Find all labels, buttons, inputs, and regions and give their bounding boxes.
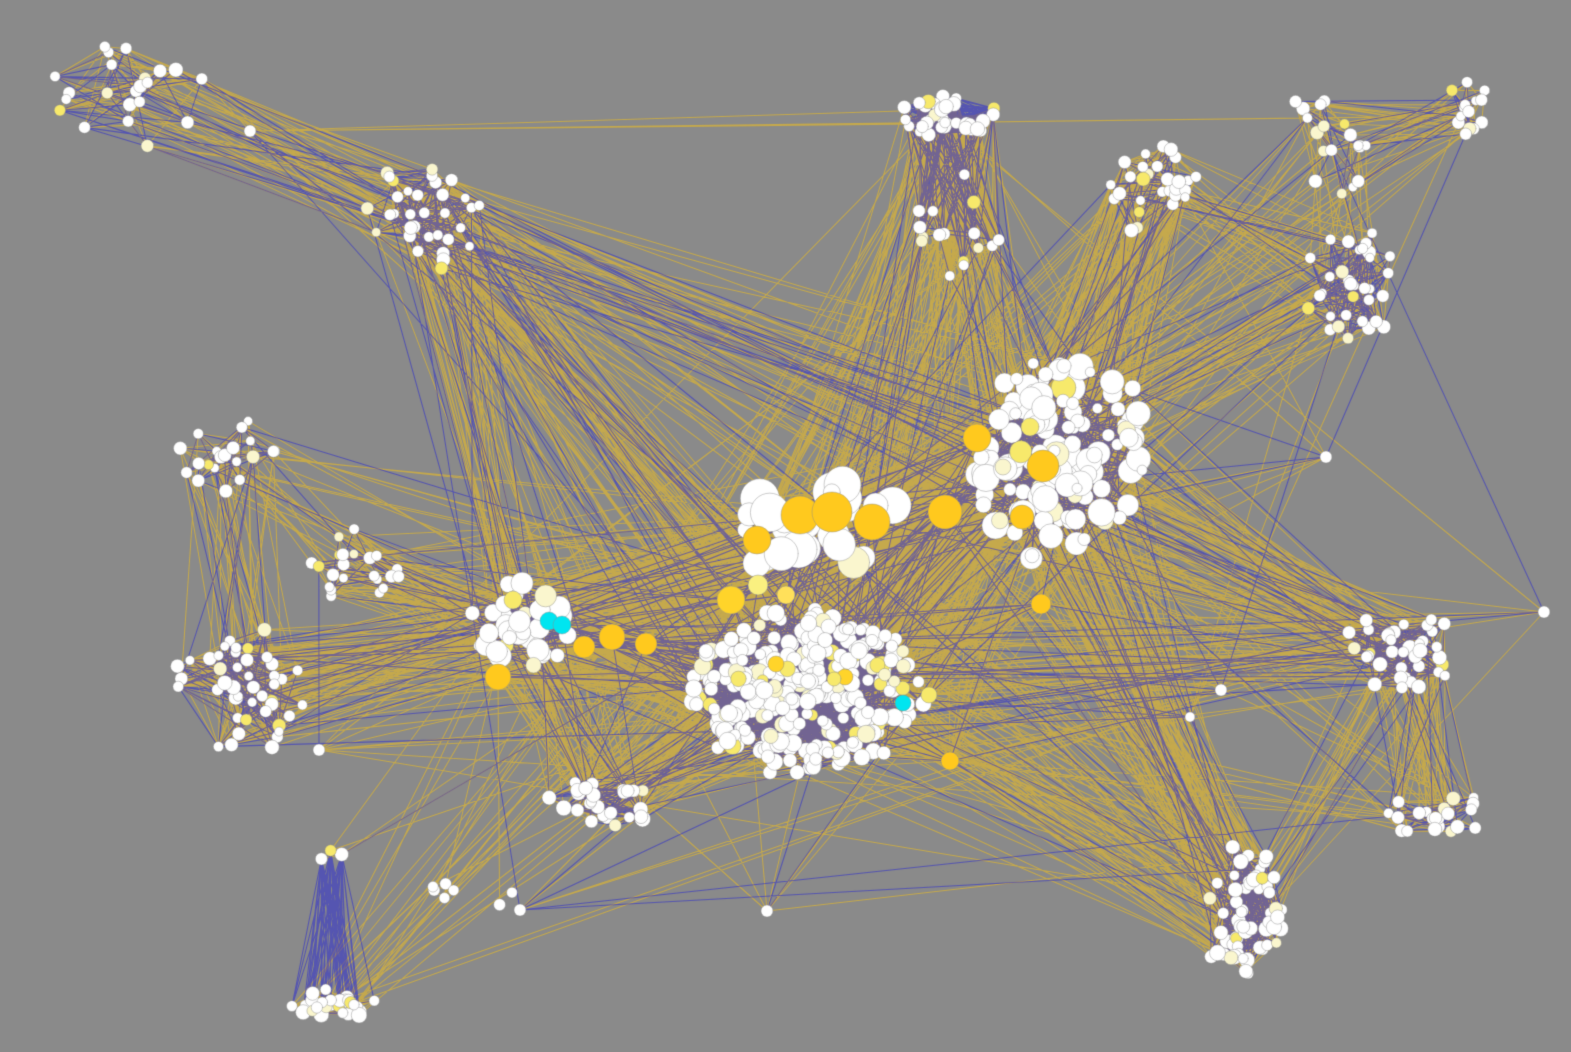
network-graph-visualization[interactable] bbox=[0, 0, 1571, 1052]
network-graph-canvas[interactable] bbox=[0, 0, 1571, 1052]
